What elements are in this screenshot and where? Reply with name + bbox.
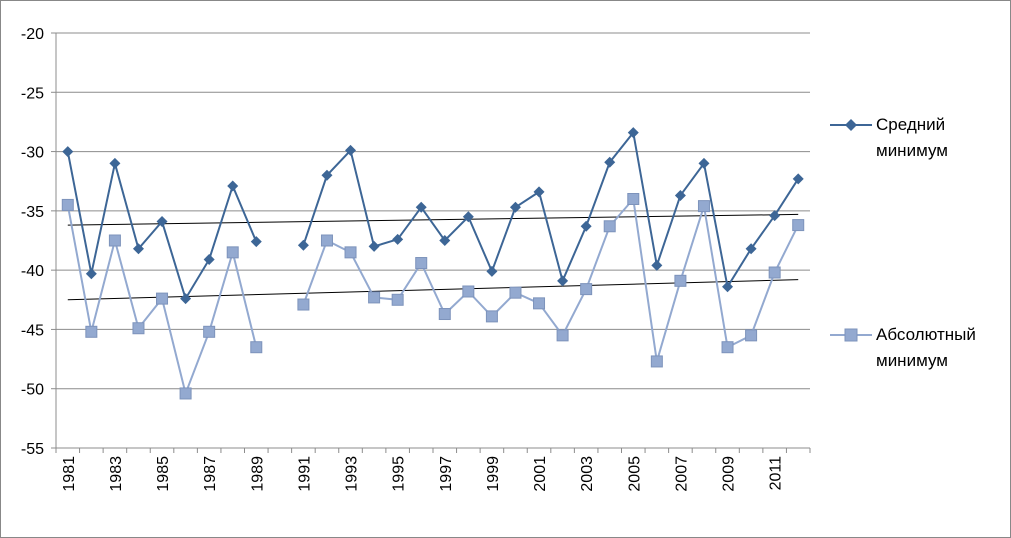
data-point [132,322,145,335]
data-point [85,325,98,338]
legend-label-abs-min: Абсолютный минимум [876,325,976,370]
x-axis-ticks: 1981 1983 1985 1987 1989 1991 1993 1995 1997 1999… [55,448,811,492]
x-tick-label: 1995 [391,456,408,492]
data-point [368,291,381,304]
legend-marker-diamond [830,119,872,131]
data-point [297,298,310,311]
trendline [67,213,799,226]
series-0 [62,127,804,305]
data-point [345,144,357,156]
x-tick-label: 2011 [768,456,785,491]
x-tick-label: 2005 [626,456,643,492]
data-point [792,219,805,232]
data-point [438,308,451,321]
data-point [227,180,239,192]
legend-marker-square [830,328,872,342]
data-point [556,329,569,342]
y-tick-label: -50 [21,382,44,399]
data-point [604,156,616,168]
data-point [486,265,498,277]
series-line [66,196,800,397]
data-point [557,275,569,287]
data-point [769,210,781,222]
data-point [108,234,121,247]
x-tick-label: 1989 [249,456,266,492]
data-point [485,310,498,323]
y-tick-label: -25 [21,85,44,102]
y-tick-label: -35 [21,204,44,221]
data-point [226,246,239,259]
data-point [697,200,710,213]
x-tick-label: 1987 [202,456,219,492]
x-tick-label: 1991 [296,456,313,492]
data-point [297,239,309,251]
data-point [368,240,380,252]
y-tick-label: -45 [21,322,44,339]
x-tick-label: 2001 [532,456,549,492]
data-point [320,234,333,247]
x-tick-label: 2007 [673,456,690,492]
data-point [109,157,121,169]
data-point [203,253,215,265]
y-tick-label: -20 [21,26,44,43]
data-point [745,329,758,342]
data-point [722,281,734,293]
x-tick-label: 1985 [155,456,172,492]
data-point [674,274,687,287]
series-group [61,127,805,400]
data-point [792,173,804,185]
x-tick-label: 1981 [61,456,78,492]
data-point [580,220,592,232]
data-point [132,243,144,255]
data-point [250,236,262,248]
x-tick-label: 1997 [438,456,455,492]
data-point [509,201,521,213]
data-point [674,189,686,201]
data-point [85,268,97,280]
data-point [768,266,781,279]
series-1 [61,193,805,400]
legend-label-mean-min: Средний минимум [876,115,948,160]
grid-lines [55,32,810,449]
data-point [580,283,593,296]
data-point [721,341,734,354]
data-point [391,293,404,306]
data-point [627,193,640,205]
data-point [603,220,616,233]
data-point [462,211,474,223]
data-point [627,127,639,139]
data-point [250,341,263,354]
data-point [650,355,663,368]
data-point [392,233,404,245]
data-point [698,157,710,169]
x-tick-label: 1999 [485,456,502,492]
data-point [533,186,545,198]
x-tick-label: 2003 [579,456,596,492]
x-tick-label: 1993 [344,456,361,492]
data-point [533,297,546,310]
data-point [62,146,74,158]
y-tick-label: -30 [21,145,44,162]
data-point [462,285,475,298]
data-point [180,293,192,305]
data-point [203,325,216,338]
x-tick-label: 1983 [108,456,125,492]
data-point [321,169,333,181]
data-point [156,292,169,305]
data-point [745,243,757,255]
data-point [156,216,168,228]
y-axis-ticks: -20 -25 -30 -35 -40 -45 -50 -55 [21,26,56,458]
data-point [61,198,74,211]
data-point [415,257,428,270]
data-point [651,259,663,271]
data-point [509,286,522,299]
data-point [179,387,192,400]
data-point [415,201,427,213]
data-point [439,235,451,246]
x-tick-label: 2009 [721,456,738,492]
y-tick-label: -40 [21,263,44,280]
y-tick-label: -55 [21,441,44,458]
data-point [344,246,357,259]
